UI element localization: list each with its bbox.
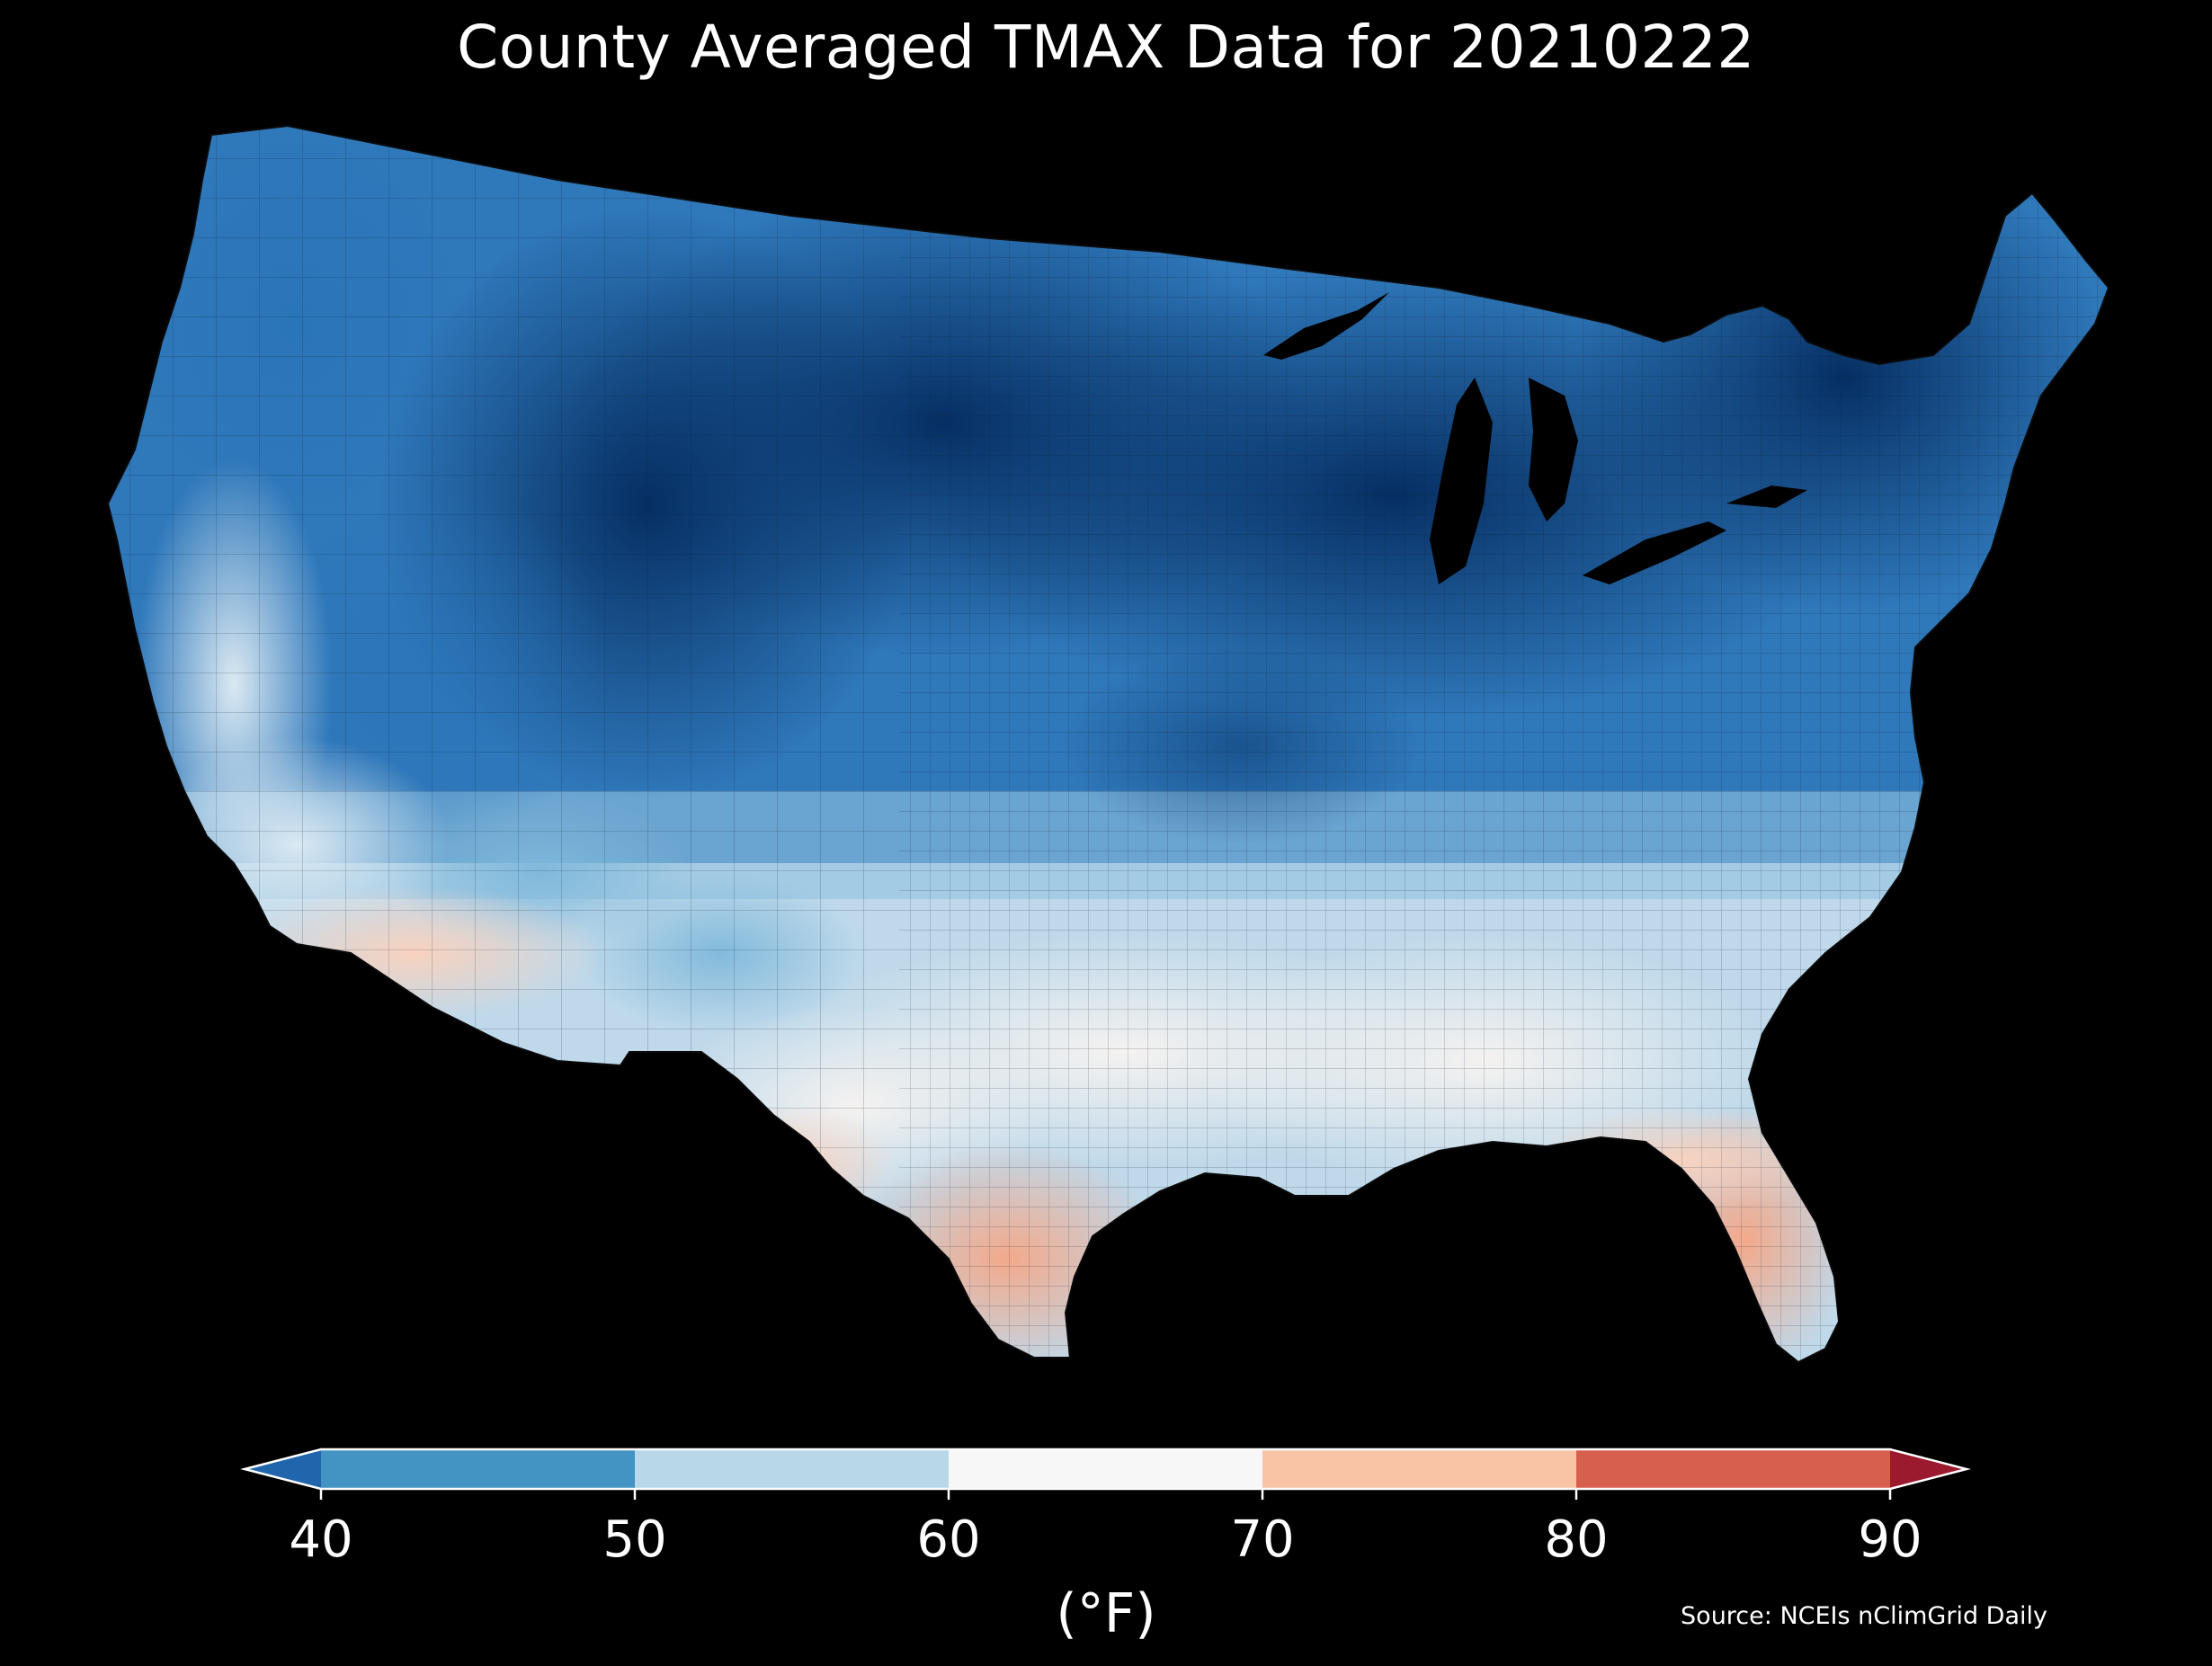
colorbar-unit-label: (°F) bbox=[1056, 1582, 1156, 1645]
colorbar-under-arrow bbox=[245, 1449, 321, 1489]
colorbar-bin-0 bbox=[321, 1449, 635, 1489]
colorbar-tick-label: 50 bbox=[602, 1510, 667, 1569]
colorbar-bin-1 bbox=[635, 1449, 949, 1489]
source-credit: Source: NCEIs nClimGrid Daily bbox=[1681, 1602, 2047, 1630]
us-outline bbox=[106, 124, 2110, 1364]
colorbar-bin-4 bbox=[1576, 1449, 1890, 1489]
colorbar-bin-2 bbox=[949, 1449, 1262, 1489]
map-title: County Averaged TMAX Data for 20210222 bbox=[457, 13, 1755, 82]
colorbar-tick-label: 80 bbox=[1544, 1510, 1609, 1569]
colorbar-tick-label: 60 bbox=[916, 1510, 981, 1569]
colorbar bbox=[240, 1448, 1971, 1500]
colorbar-tick-label: 70 bbox=[1230, 1510, 1295, 1569]
great-lakes bbox=[1263, 292, 1807, 584]
colorbar-tick-label: 90 bbox=[1858, 1510, 1922, 1569]
colorbar-bin-3 bbox=[1262, 1449, 1576, 1489]
colorbar-tick-label: 40 bbox=[289, 1510, 353, 1569]
colorbar-over-arrow bbox=[1890, 1449, 1967, 1489]
